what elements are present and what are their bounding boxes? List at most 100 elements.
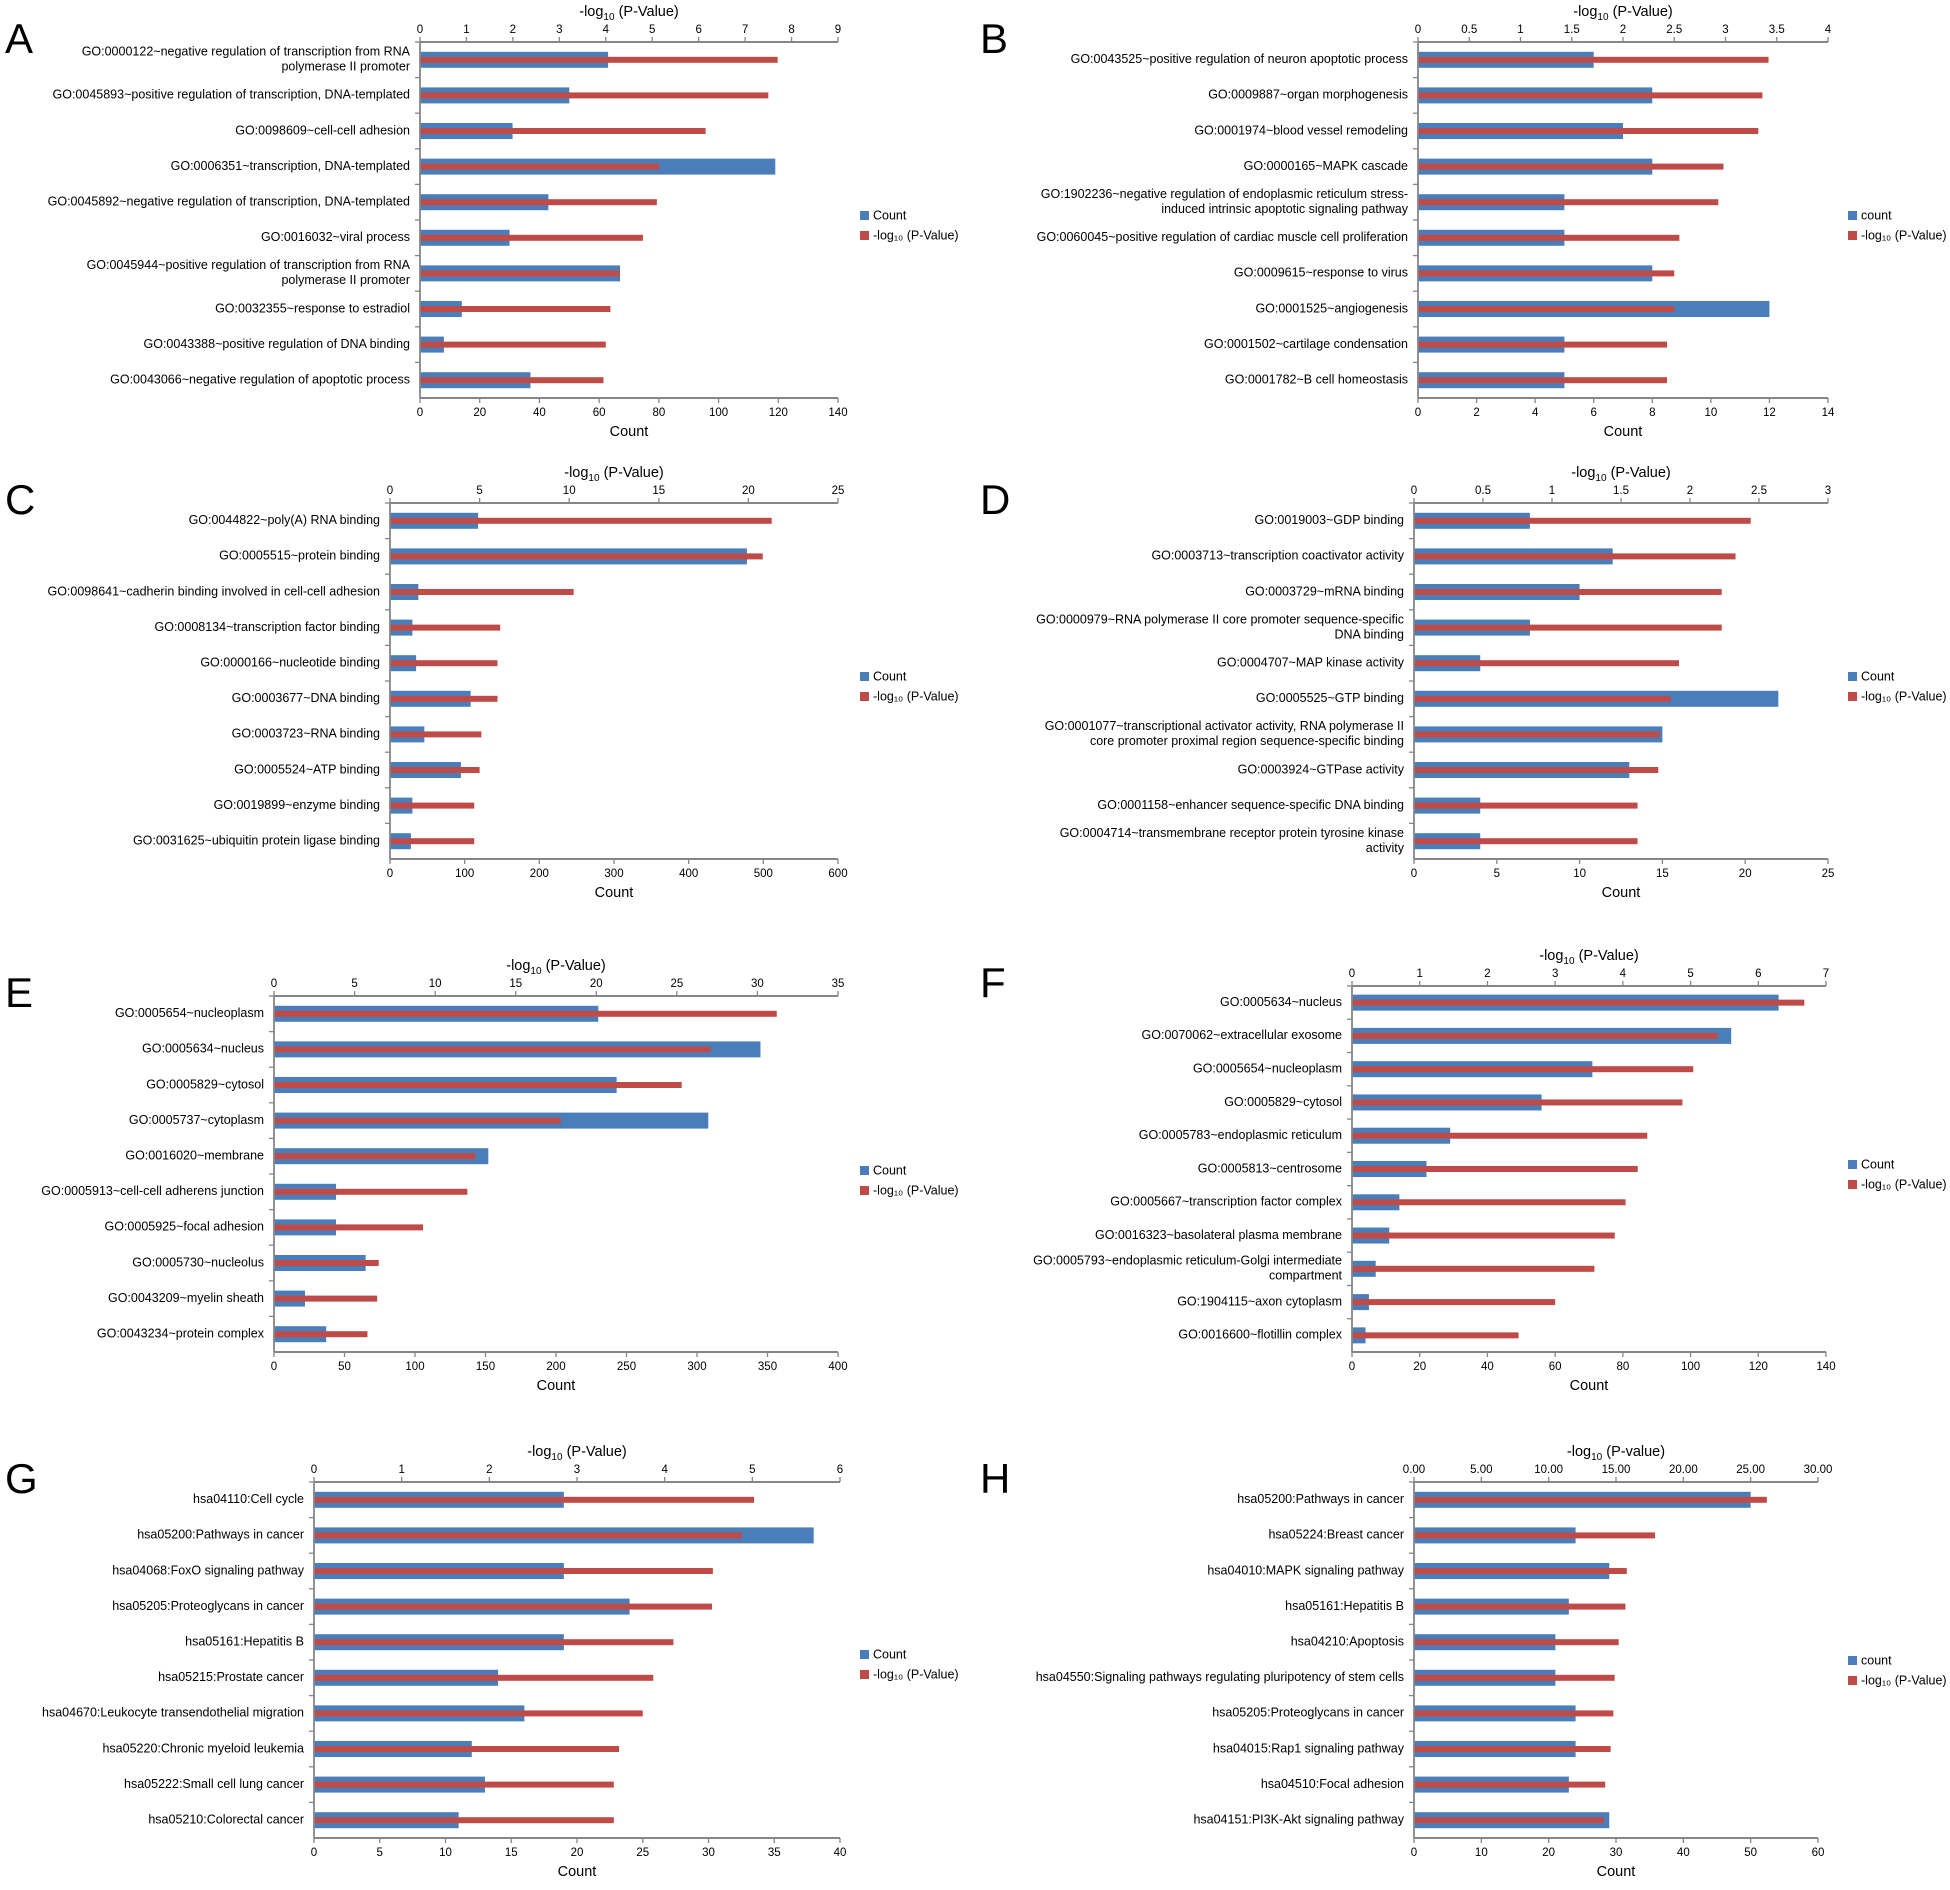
x2-tick-label: 2	[1687, 485, 1693, 497]
pvalue-bar	[1414, 838, 1638, 845]
x-tick-label: 150	[476, 1361, 495, 1373]
legend-pvalue-label: -log₁₀ (P-Value)	[873, 228, 959, 242]
x2-tick-label: 1	[1417, 968, 1423, 980]
category-label: GO:0045944~positive regulation of transc…	[87, 258, 411, 272]
x-tick-label: 200	[530, 868, 549, 880]
pvalue-bar	[1414, 731, 1660, 738]
category-label: GO:0005737~cytoplasm	[129, 1113, 264, 1127]
pvalue-bar	[1414, 553, 1736, 560]
x2-axis-title: -log10 (P-Value)	[564, 465, 664, 484]
pvalue-bar	[1352, 1199, 1626, 1206]
pvalue-bar	[420, 270, 620, 277]
x2-axis-title-sub: 10	[1591, 1452, 1603, 1463]
category-label: GO:0045892~negative regulation of transc…	[48, 194, 410, 208]
legend-count-swatch	[860, 1166, 869, 1175]
x2-tick-label: 7	[1823, 968, 1829, 980]
legend-pvalue-label: -log₁₀ (P-Value)	[1861, 1177, 1947, 1191]
category-label: GO:0098641~cadherin binding involved in …	[47, 584, 380, 598]
pvalue-bar	[390, 624, 501, 631]
legend-count-swatch	[1848, 211, 1857, 220]
pvalue-bar	[390, 802, 475, 809]
pvalue-bar	[274, 1260, 379, 1266]
x-tick-label: 12	[1763, 407, 1776, 419]
x2-tick-label: 4	[603, 24, 610, 36]
category-label: GO:0005829~cytosol	[146, 1077, 264, 1091]
x2-tick-label: 2.5	[1751, 485, 1767, 497]
x2-axis-title: -log10 (P-Value)	[1571, 465, 1671, 484]
category-label: GO:0000979~RNA polymerase II core promot…	[1036, 612, 1404, 626]
x2-tick-label: 5	[351, 978, 357, 990]
legend-count-label: Count	[873, 669, 907, 683]
pvalue-bar	[1414, 1532, 1656, 1539]
panel-letter: F	[980, 959, 1006, 1006]
pvalue-bar	[390, 517, 772, 524]
x-tick-label: 60	[593, 407, 606, 419]
x2-tick-label: 7	[742, 24, 748, 36]
category-label: GO:0031625~ubiquitin protein ligase bind…	[133, 833, 380, 847]
x-tick-label: 100	[1681, 1361, 1700, 1373]
legend-count-swatch	[1848, 1656, 1857, 1665]
x-tick-label: 40	[533, 407, 546, 419]
x2-tick-label: 3	[556, 24, 562, 36]
category-label: GO:0009887~organ morphogenesis	[1208, 88, 1408, 102]
category-label: GO:0043234~protein complex	[97, 1326, 265, 1340]
pvalue-bar	[1414, 517, 1751, 524]
x2-tick-label: 5	[649, 24, 655, 36]
x2-tick-label: 1.5	[1613, 485, 1629, 497]
x-tick-label: 80	[1616, 1361, 1629, 1373]
category-label: GO:0003924~GTPase activity	[1238, 762, 1405, 776]
pvalue-bar	[1414, 589, 1722, 595]
x2-tick-label: 15.00	[1602, 1464, 1631, 1476]
pvalue-bar	[314, 1568, 713, 1574]
category-label: hsa05200:Pathways in cancer	[1237, 1492, 1404, 1506]
pvalue-bar	[274, 1010, 777, 1017]
category-label: GO:0001077~transcriptional activator act…	[1045, 719, 1404, 733]
pvalue-bar	[314, 1532, 742, 1539]
category-label: GO:0019899~enzyme binding	[214, 798, 380, 812]
x-axis-title: Count	[1604, 424, 1643, 440]
x2-tick-label: 4	[1620, 968, 1627, 980]
x2-tick-label: 0	[1349, 968, 1355, 980]
pvalue-bar	[420, 128, 706, 134]
pvalue-bar	[1414, 1781, 1606, 1788]
category-label: GO:0005634~nucleus	[142, 1042, 264, 1056]
x2-tick-label: 2	[1484, 968, 1490, 980]
category-label: GO:0005925~focal adhesion	[105, 1220, 265, 1234]
x2-tick-label: 1.5	[1564, 24, 1580, 36]
x2-tick-label: 9	[835, 24, 841, 36]
x-tick-label: 10	[1704, 407, 1717, 419]
x2-tick-label: 2	[486, 1464, 492, 1476]
x2-tick-label: 1	[1517, 24, 1523, 36]
x-tick-label: 40	[1481, 1361, 1494, 1373]
category-label: hsa04510:Focal adhesion	[1261, 1777, 1404, 1791]
pvalue-bar	[1418, 377, 1668, 384]
x-tick-label: 60	[1549, 1361, 1562, 1373]
category-label: GO:0060045~positive regulation of cardia…	[1037, 230, 1408, 244]
x-tick-label: 2	[1473, 407, 1479, 419]
x2-tick-label: 8	[788, 24, 794, 36]
x-tick-label: 5	[377, 1847, 383, 1859]
x2-tick-label: 20	[742, 485, 755, 497]
pvalue-bar	[274, 1188, 468, 1195]
pvalue-bar	[1352, 1032, 1718, 1039]
category-label: GO:0001974~blood vessel remodeling	[1194, 123, 1408, 137]
x2-axis-title-pre: -log	[1573, 4, 1597, 20]
category-label: GO:0001158~enhancer sequence-specific DN…	[1097, 798, 1404, 812]
x2-axis-title-sub: 10	[1595, 473, 1607, 484]
category-label: GO:0009615~response to virus	[1234, 266, 1408, 280]
category-label: GO:0005783~endoplasmic reticulum	[1139, 1128, 1342, 1142]
pvalue-bar	[1414, 802, 1638, 809]
x-tick-label: 400	[679, 868, 698, 880]
x2-tick-label: 20	[590, 978, 603, 990]
legend-pvalue-label: -log₁₀ (P-Value)	[873, 1667, 959, 1681]
x2-tick-label: 0.5	[1461, 24, 1477, 36]
category-label: GO:0005913~cell-cell adherens junction	[41, 1184, 264, 1198]
category-label: GO:0005793~endoplasmic reticulum-Golgi i…	[1033, 1254, 1342, 1268]
category-label: GO:0043066~negative regulation of apopto…	[110, 372, 410, 386]
x-tick-label: 30	[1610, 1847, 1623, 1859]
x2-axis-title: -log10 (P-Value)	[1573, 4, 1673, 23]
category-label: GO:0004707~MAP kinase activity	[1217, 655, 1405, 669]
x2-tick-label: 15	[509, 978, 522, 990]
x-tick-label: 400	[828, 1361, 847, 1373]
pvalue-bar	[1352, 1099, 1683, 1106]
